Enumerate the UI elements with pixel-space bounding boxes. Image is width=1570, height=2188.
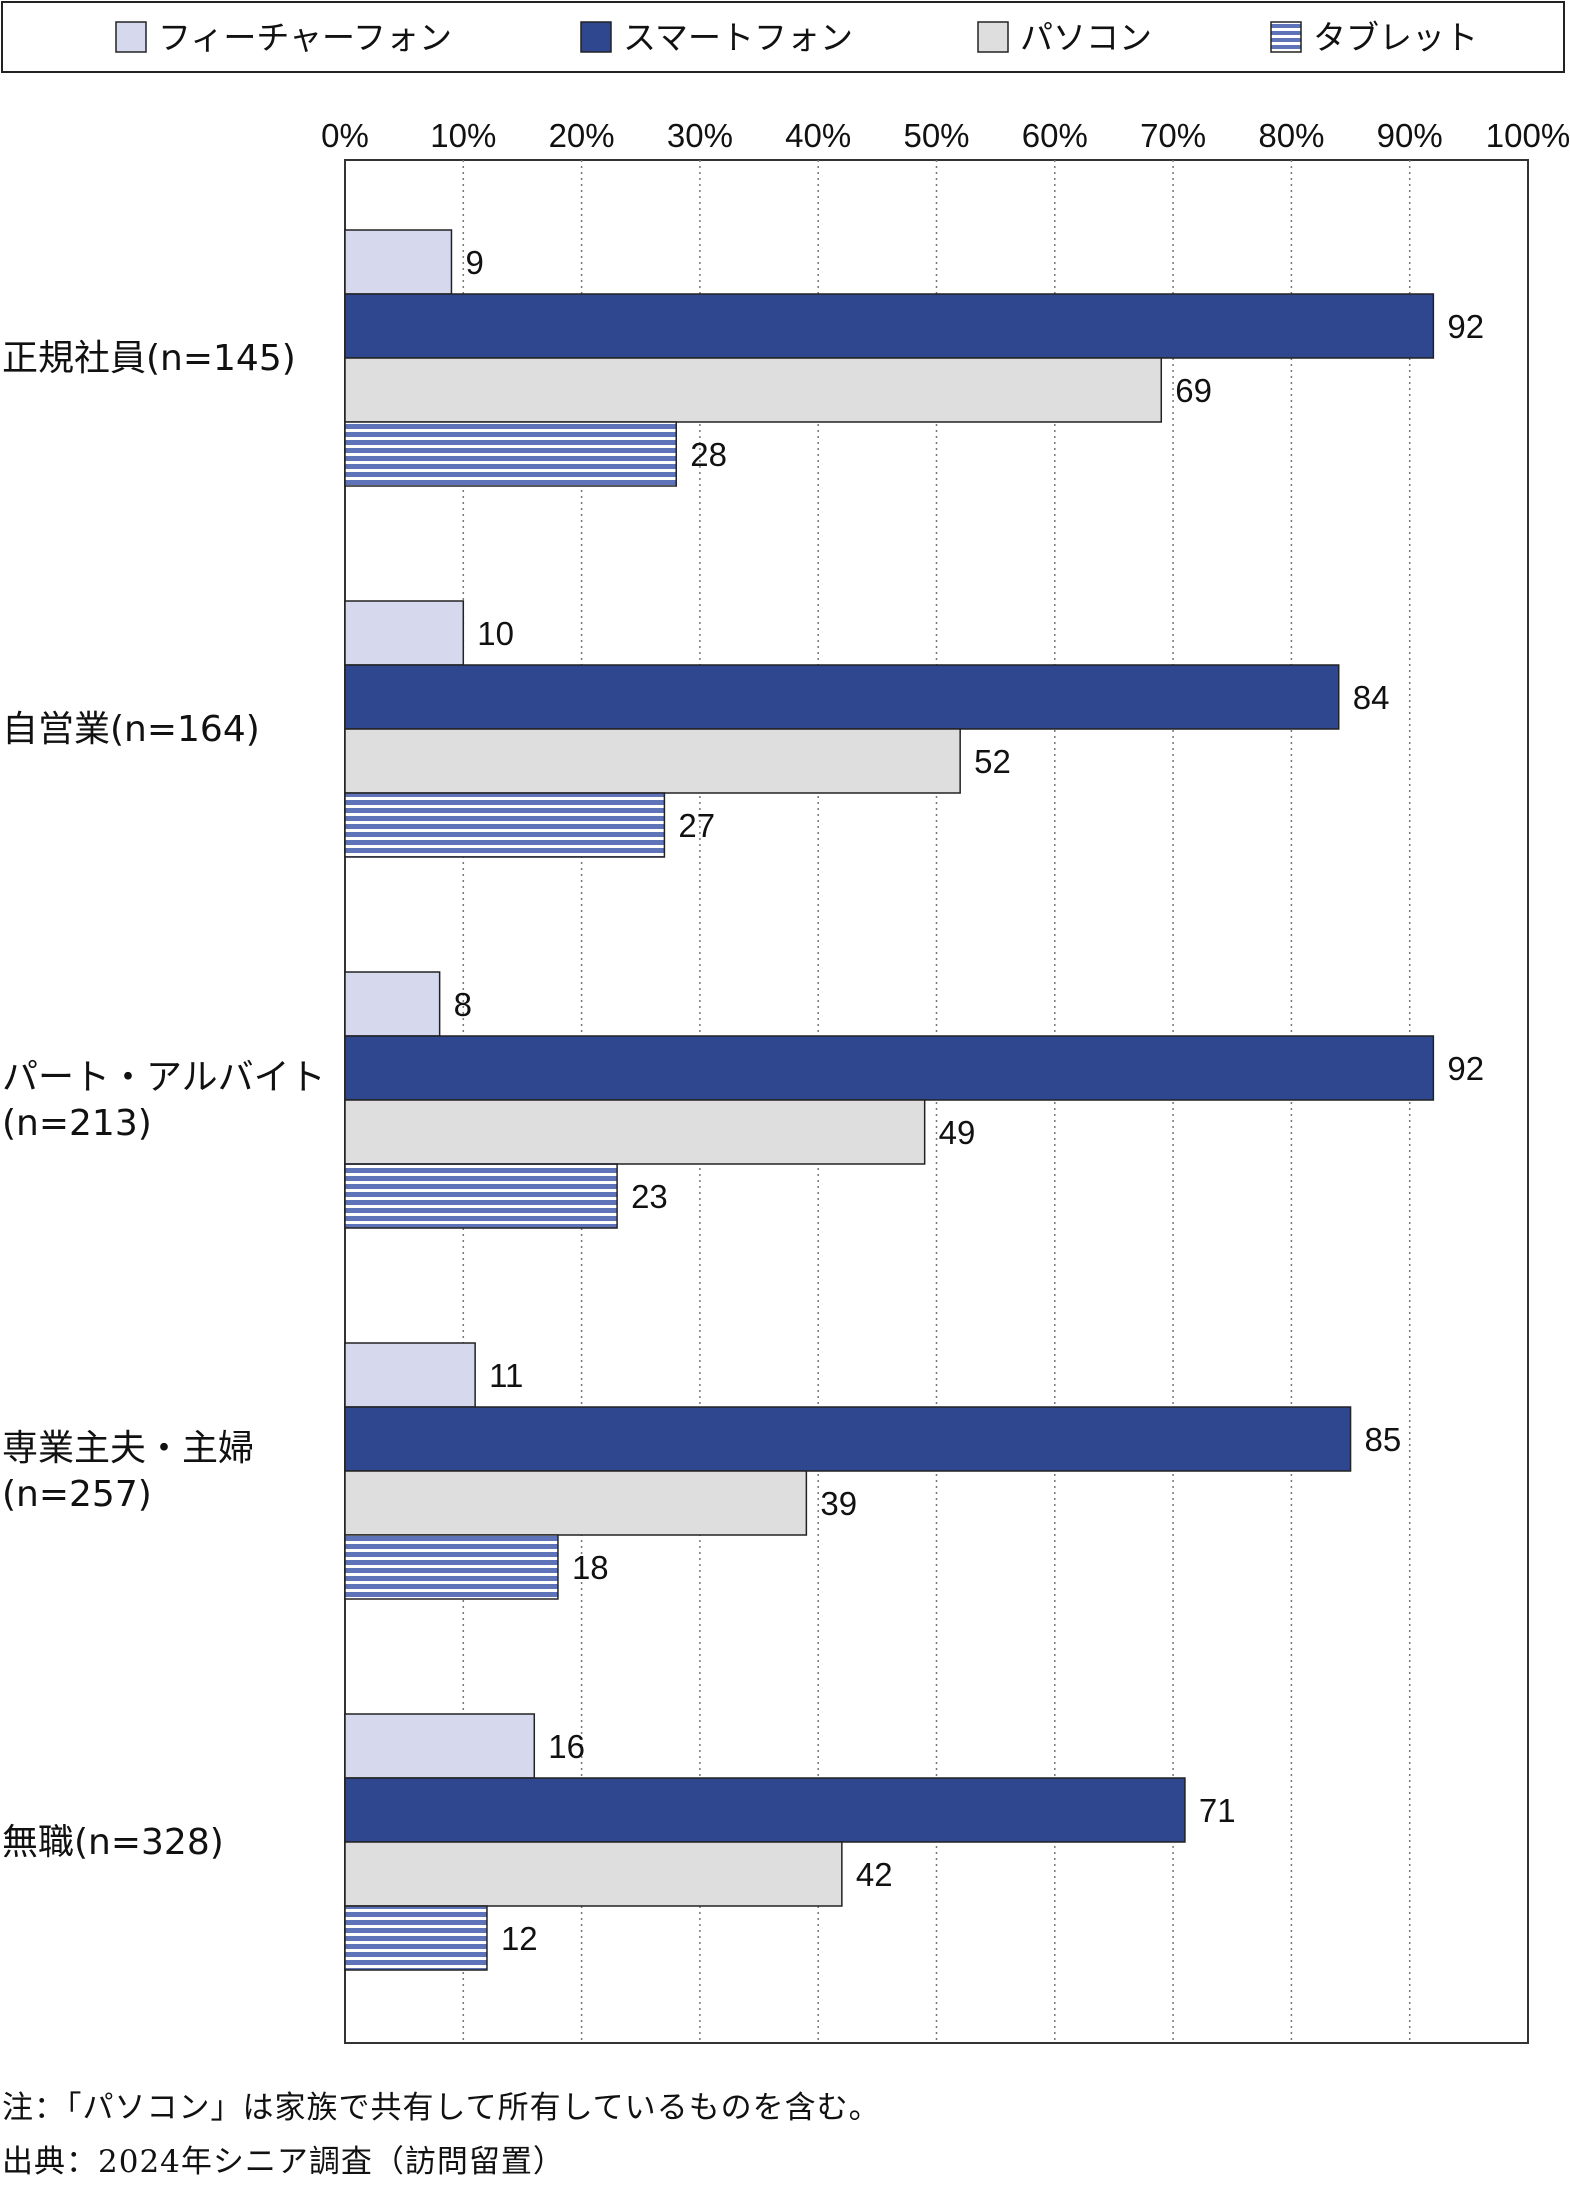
data-label: 92 [1447,308,1484,345]
bar [344,1905,488,1971]
legend: フィーチャーフォン スマートフォン パソコン タブレット [1,1,1565,73]
x-tick-label: 40% [785,117,851,154]
legend-swatch [115,21,147,53]
category-label: パート・アルバイト [2,1057,326,1098]
bar [344,1470,808,1536]
source-note: 出典：2024年シニア調査（訪問留置） [2,2144,565,2180]
data-label: 16 [548,1728,585,1765]
x-tick-label: 50% [903,117,969,154]
bar [344,357,1163,423]
bar [344,971,441,1037]
data-label: 71 [1199,1792,1236,1829]
legend-swatch [580,21,612,53]
bar [344,1713,536,1779]
data-label: 27 [678,807,715,844]
x-tick-label: 100% [1486,117,1570,154]
x-tick-label: 70% [1140,117,1206,154]
x-tick-label: 20% [549,117,615,154]
bar [344,600,465,666]
category-label: (n=257) [2,1474,152,1515]
bar [344,1099,926,1165]
bar [344,229,453,295]
x-tick-label: 60% [1022,117,1088,154]
x-tick-label: 0% [321,117,369,154]
bar [344,792,666,858]
data-label: 12 [501,1920,538,1957]
footnote: 注：「パソコン」は家族で共有して所有しているものを含む。 [2,2090,881,2126]
legend-swatch [977,21,1009,53]
category-label: (n=213) [2,1103,152,1144]
bar [344,728,961,794]
category-label: 正規社員(n=145) [2,338,296,379]
bar [344,293,1435,359]
data-label: 9 [465,244,483,281]
x-tick-label: 30% [667,117,733,154]
bar [344,1163,618,1229]
data-label: 23 [631,1178,668,1215]
bar [344,421,677,487]
category-label: 専業主夫・主婦 [2,1428,254,1469]
bar [344,1534,559,1600]
bar-chart: 0% 10% 20% 30% 40% 50% 60% 70% 80% 90% 100% 9 92 69 28… [2,117,1570,2044]
legend-swatch [1270,21,1302,53]
data-label: 11 [489,1357,523,1394]
data-label: 84 [1353,679,1390,716]
data-label: 39 [820,1485,857,1522]
bar [344,1841,843,1907]
data-label: 69 [1175,372,1212,409]
legend-label: フィーチャーフォン [158,18,452,57]
data-label: 10 [477,615,514,652]
data-label: 52 [974,743,1011,780]
bar [344,1406,1352,1472]
legend-label: パソコン [1020,18,1152,57]
bar [344,664,1340,730]
bar [344,1777,1186,1843]
bar [344,1342,476,1408]
data-label: 42 [856,1856,893,1893]
category-label: 自営業(n=164) [2,709,260,750]
x-tick-label: 80% [1258,117,1324,154]
data-label: 18 [572,1549,609,1586]
data-label: 28 [690,436,727,473]
x-tick-label: 10% [430,117,496,154]
data-label: 8 [454,986,472,1023]
category-label: 無職(n=328) [2,1822,224,1863]
data-label: 85 [1365,1421,1402,1458]
bar [344,1035,1435,1101]
legend-label: タブレット [1313,18,1478,57]
data-label: 92 [1447,1050,1484,1087]
data-label: 49 [939,1114,976,1151]
legend-label: スマートフォン [623,18,853,57]
x-tick-label: 90% [1377,117,1443,154]
legend-graphic: フィーチャーフォン スマートフォン パソコン タブレット [115,18,1478,57]
